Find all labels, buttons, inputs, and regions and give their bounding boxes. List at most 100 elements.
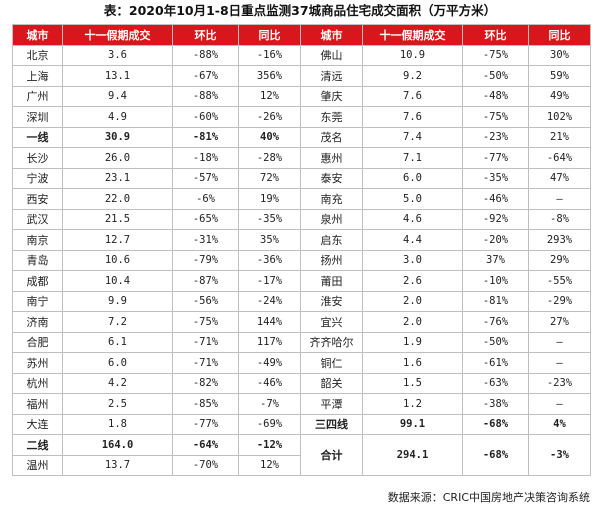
yoy-change-cell: 40% (238, 126, 301, 148)
city-cell: 福州 (12, 393, 63, 415)
yoy-change-cell: 12% (238, 85, 301, 107)
mom-change-cell: -31% (172, 229, 239, 251)
city-cell: 宜兴 (300, 311, 363, 333)
holiday-area-cell: 6.1 (62, 331, 173, 353)
mom-change-cell: -70% (172, 454, 239, 476)
table-row: 苏州 6.0 -71% -49% 铜仁 1.6 -61% — (12, 352, 591, 374)
mom-change-cell: -64% (172, 434, 239, 456)
city-cell: 西安 (12, 188, 63, 210)
total-city-cell: 合计 (300, 434, 363, 476)
city-cell: 平潭 (300, 393, 363, 415)
table-row: 福州 2.5 -85% -7% 平潭 1.2 -38% — (12, 393, 591, 415)
header-holiday-right: 十一假期成交 (362, 24, 463, 46)
holiday-area-cell: 13.7 (62, 454, 173, 476)
yoy-change-cell: — (528, 352, 591, 374)
holiday-area-cell: 2.5 (62, 393, 173, 415)
city-cell: 南充 (300, 188, 363, 210)
holiday-area-cell: 9.4 (62, 85, 173, 107)
table-row: 西安 22.0 -6% 19% 南充 5.0 -46% — (12, 188, 591, 210)
city-cell: 青岛 (12, 249, 63, 271)
mom-change-cell: -20% (462, 229, 529, 251)
holiday-area-cell: 1.2 (362, 393, 463, 415)
mom-change-cell: -81% (462, 290, 529, 312)
city-cell: 一线 (12, 126, 63, 148)
mom-change-cell: -35% (462, 167, 529, 189)
yoy-change-cell: 72% (238, 167, 301, 189)
city-cell: 苏州 (12, 352, 63, 374)
table-row: 北京 3.6 -88% -16% 佛山 10.9 -75% 30% (12, 44, 591, 66)
header-mom-left: 环比 (172, 24, 239, 46)
mom-change-cell: -71% (172, 331, 239, 353)
city-cell: 泰安 (300, 167, 363, 189)
holiday-area-cell: 9.2 (362, 65, 463, 87)
city-cell: 上海 (12, 65, 63, 87)
header-city-left: 城市 (12, 24, 63, 46)
mom-change-cell: -77% (172, 413, 239, 435)
table-row: 二线 164.0 -64% -12% 合计 294.1 -68% -3% (12, 434, 591, 476)
city-cell: 合肥 (12, 331, 63, 353)
city-cell: 茂名 (300, 126, 363, 148)
yoy-change-cell: 21% (528, 126, 591, 148)
city-cell: 温州 (12, 454, 63, 476)
table-row: 济南 7.2 -75% 144% 宜兴 2.0 -76% 27% (12, 311, 591, 333)
holiday-area-cell: 10.9 (362, 44, 463, 66)
city-cell: 宁波 (12, 167, 63, 189)
holiday-area-cell: 10.4 (62, 270, 173, 292)
holiday-area-cell: 1.8 (62, 413, 173, 435)
yoy-change-cell: 35% (238, 229, 301, 251)
yoy-change-cell: -35% (238, 208, 301, 230)
total-mom-cell: -68% (462, 434, 529, 476)
yoy-change-cell: 12% (238, 454, 301, 476)
yoy-change-cell: -49% (238, 352, 301, 374)
table-row: 合肥 6.1 -71% 117% 齐齐哈尔 1.9 -50% — (12, 331, 591, 353)
yoy-change-cell: — (528, 393, 591, 415)
city-cell: 南京 (12, 229, 63, 251)
mom-change-cell: -75% (172, 311, 239, 333)
mom-change-cell: -18% (172, 147, 239, 169)
city-cell: 成都 (12, 270, 63, 292)
mom-change-cell: -60% (172, 106, 239, 128)
city-cell: 启东 (300, 229, 363, 251)
holiday-area-cell: 4.2 (62, 372, 173, 394)
yoy-change-cell: 293% (528, 229, 591, 251)
holiday-area-cell: 6.0 (62, 352, 173, 374)
holiday-area-cell: 10.6 (62, 249, 173, 271)
holiday-area-cell: 12.7 (62, 229, 173, 251)
header-holiday-left: 十一假期成交 (62, 24, 173, 46)
holiday-area-cell: 3.0 (362, 249, 463, 271)
yoy-change-cell: -64% (528, 147, 591, 169)
mom-change-cell: -92% (462, 208, 529, 230)
mom-change-cell: -79% (172, 249, 239, 271)
yoy-change-cell: 27% (528, 311, 591, 333)
holiday-area-cell: 2.0 (362, 311, 463, 333)
header-yoy-right: 同比 (528, 24, 591, 46)
table-row: 深圳 4.9 -60% -26% 东莞 7.6 -75% 102% (12, 106, 591, 128)
city-cell: 泉州 (300, 208, 363, 230)
holiday-area-cell: 22.0 (62, 188, 173, 210)
table-row: 南宁 9.9 -56% -24% 淮安 2.0 -81% -29% (12, 290, 591, 312)
mom-change-cell: -48% (462, 85, 529, 107)
mom-change-cell: -61% (462, 352, 529, 374)
transaction-area-table: 城市 十一假期成交 环比 同比 城市 十一假期成交 环比 同比 北京 3.6 -88… (12, 24, 591, 476)
yoy-change-cell: -55% (528, 270, 591, 292)
yoy-change-cell: -69% (238, 413, 301, 435)
city-cell: 淮安 (300, 290, 363, 312)
city-cell: 莆田 (300, 270, 363, 292)
mom-change-cell: -71% (172, 352, 239, 374)
city-cell: 齐齐哈尔 (300, 331, 363, 353)
holiday-area-cell: 26.0 (62, 147, 173, 169)
table-row: 长沙 26.0 -18% -28% 惠州 7.1 -77% -64% (12, 147, 591, 169)
holiday-area-cell: 13.1 (62, 65, 173, 87)
table-title: 表：2020年10月1-8日重点监测37城商品住宅成交面积（万平方米） (103, 3, 497, 18)
yoy-change-cell: 29% (528, 249, 591, 271)
data-source-note: 数据来源：CRIC中国房地产决策咨询系统 (387, 491, 590, 504)
mom-change-cell: -56% (172, 290, 239, 312)
yoy-change-cell: 47% (528, 167, 591, 189)
city-cell: 杭州 (12, 372, 63, 394)
mom-change-cell: 37% (462, 249, 529, 271)
holiday-area-cell: 7.2 (62, 311, 173, 333)
mom-change-cell: -87% (172, 270, 239, 292)
city-cell: 韶关 (300, 372, 363, 394)
city-cell: 武汉 (12, 208, 63, 230)
table-row: 大连 1.8 -77% -69% 三四线 99.1 -68% 4% (12, 413, 591, 435)
